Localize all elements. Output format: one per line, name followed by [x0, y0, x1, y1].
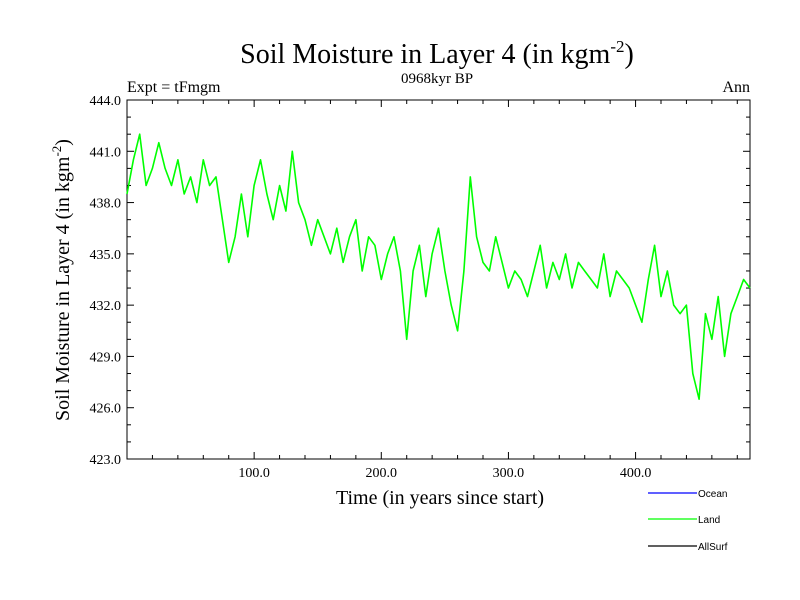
minor-ticks [127, 100, 750, 459]
plot-frame [126, 99, 751, 460]
chart-title: Soil Moisture in Layer 4 (in kgm-2) [240, 37, 634, 70]
legend-label-ocean: Ocean [698, 489, 727, 500]
x-tick-label: 200.0 [366, 466, 398, 481]
chart-title-end: ) [625, 39, 634, 70]
y-tick-label: 444.0 [90, 94, 122, 109]
y-tick-label: 426.0 [90, 402, 122, 417]
y-tick-label: 423.0 [90, 453, 122, 468]
season-label: Ann [722, 79, 750, 96]
chart-subtitle: 0968kyr BP [401, 71, 473, 87]
chart-title-sup: -2 [610, 37, 624, 56]
series-line-land [126, 133, 751, 401]
legend: Ocean Land AllSurf [648, 489, 728, 553]
y-axis-label-end: ) [52, 139, 74, 146]
x-axis-label: Time (in years since start) [336, 487, 544, 509]
x-tick-label: 300.0 [493, 466, 525, 481]
y-axis-label: Soil Moisture in Layer 4 (in kgm-2) [49, 139, 74, 421]
x-tick-label: 100.0 [238, 466, 270, 481]
y-axis-label-sup: -2 [49, 146, 64, 157]
experiment-label: Expt = tFmgm [127, 79, 221, 96]
x-tick-label: 400.0 [620, 466, 652, 481]
y-axis-label-main: Soil Moisture in Layer 4 (in kgm [52, 156, 74, 421]
x-axis-ticks: 100.0 200.0 300.0 400.0 [238, 100, 651, 481]
y-tick-label: 432.0 [90, 299, 122, 314]
legend-label-land: Land [698, 515, 720, 526]
legend-label-allsurf: AllSurf [698, 542, 728, 553]
y-axis-ticks: 423.0 426.0 429.0 432.0 435.0 438.0 441.0 444.0 [90, 94, 750, 468]
chart-title-main: Soil Moisture in Layer 4 (in kgm [240, 39, 610, 70]
y-tick-label: 435.0 [90, 248, 122, 263]
y-tick-label: 429.0 [90, 350, 122, 365]
y-tick-label: 438.0 [90, 197, 122, 212]
y-tick-label: 441.0 [90, 145, 122, 160]
